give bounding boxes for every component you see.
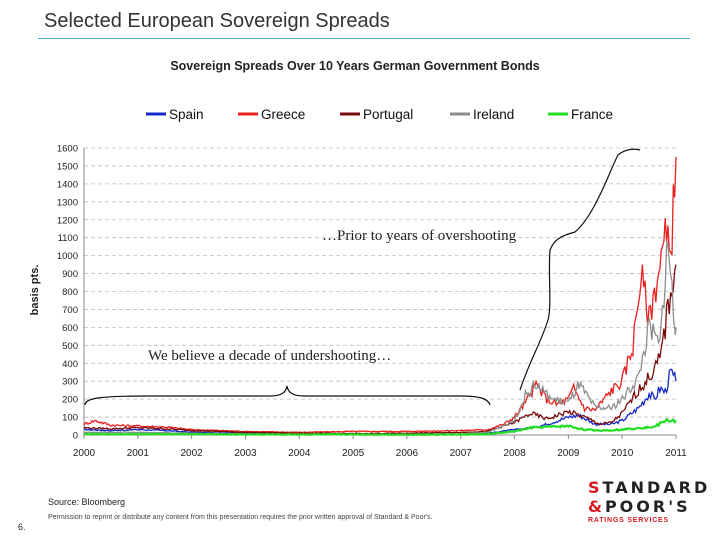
legend-label-spain: Spain: [169, 107, 204, 122]
x-tick-label: 2000: [73, 448, 96, 459]
y-tick-label: 400: [62, 359, 78, 370]
title-rule: [38, 38, 690, 39]
x-tick-label: 2007: [450, 448, 473, 459]
x-tick-label: 2008: [503, 448, 526, 459]
y-tick-label: 1500: [57, 161, 78, 172]
logo-standard: TANDARD: [602, 478, 711, 497]
y-tick-label: 1300: [57, 197, 78, 208]
x-tick-label: 2004: [288, 448, 311, 459]
y-tick-label: 500: [62, 341, 78, 352]
y-tick-label: 1000: [57, 251, 78, 262]
y-tick-label: 300: [62, 377, 78, 388]
x-tick-label: 2002: [181, 448, 204, 459]
y-tick-label: 100: [62, 413, 78, 424]
series-line-greece: [83, 156, 677, 434]
x-tick-label: 2009: [557, 448, 580, 459]
source-note: Source: Bloomberg: [48, 497, 126, 507]
legend-label-portugal: Portugal: [363, 107, 413, 122]
y-tick-label: 1400: [57, 179, 78, 190]
legend-label-ireland: Ireland: [473, 107, 514, 122]
series-line-ireland: [84, 240, 677, 436]
y-tick-label: 0: [73, 431, 78, 442]
y-tick-label: 200: [62, 395, 78, 406]
y-tick-label: 1600: [57, 144, 78, 155]
overshoot-brace: [519, 148, 641, 391]
y-tick-label: 700: [62, 305, 78, 316]
sp-logo: STANDARD &POOR'S RATINGS SERVICES: [588, 478, 707, 524]
series-line-spain: [84, 368, 677, 436]
x-tick-label: 2006: [396, 448, 419, 459]
logo-ratings-services: RATINGS SERVICES: [588, 517, 669, 524]
x-tick-label: 2005: [342, 448, 365, 459]
y-axis: 0 100 200 300 400 500 600 700 800 900 1000 1100 1200…: [57, 144, 78, 442]
page-number: 6.: [18, 522, 26, 532]
logo-accent-amp: &: [588, 497, 605, 516]
slide-title: Selected European Sovereign Spreads: [44, 10, 390, 32]
y-tick-label: 1200: [57, 215, 78, 226]
annotation-overshooting: …Prior to years of overshooting: [322, 228, 517, 244]
y-tick-label: 600: [62, 323, 78, 334]
series-group: [83, 156, 677, 437]
series-line-france: [83, 417, 677, 437]
x-tick-label: 2010: [611, 448, 634, 459]
permission-note: Permission to reprint or distribute any …: [48, 514, 433, 521]
x-tick-label: 2001: [127, 448, 150, 459]
x-tick-label: 2003: [234, 448, 257, 459]
y-tick-label: 1100: [58, 233, 78, 244]
annotation-undershooting: We believe a decade of undershooting…: [148, 348, 391, 364]
x-axis: 2000 2001 2002 2003 2004 2005 2006 2007 2008 2009…: [73, 435, 687, 459]
y-tick-label: 900: [62, 269, 78, 280]
logo-poors: POOR'S: [604, 497, 691, 516]
y-tick-label: 800: [62, 287, 78, 298]
legend-label-greece: Greece: [261, 107, 305, 122]
logo-line-1: STANDARD: [588, 478, 707, 497]
y-axis-label: basis pts.: [29, 265, 41, 316]
chart-title: Sovereign Spreads Over 10 Years German G…: [170, 59, 539, 73]
undershoot-brace: [84, 385, 491, 406]
legend: Spain Greece Portugal Ireland France: [146, 107, 613, 122]
legend-label-france: France: [571, 107, 613, 122]
logo-accent-s: S: [588, 478, 603, 497]
x-tick-label: 2011: [665, 448, 687, 459]
logo-line-2: &POOR'S: [588, 497, 700, 516]
